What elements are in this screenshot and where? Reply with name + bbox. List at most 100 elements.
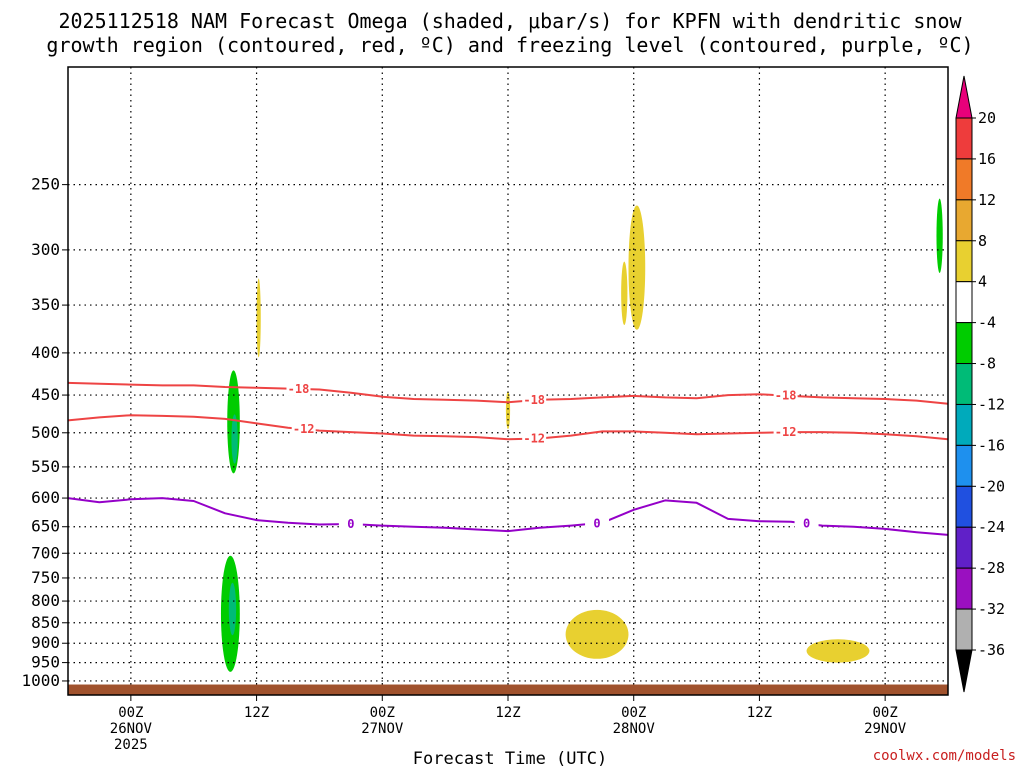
colorbar-swatch-5 [955,322,973,365]
x-tick-label-3-0: 12Z [495,705,520,721]
colorbar-swatch-4 [955,281,973,324]
omega-region-10 [806,639,870,663]
colorbar-label-0: 20 [978,109,996,127]
contour-label-bg [338,516,363,531]
x-tick-label-2-0: 00Z [370,705,395,721]
contour-label-2-2: 0 [803,517,810,531]
y-tick-label-0: 250 [31,175,60,194]
colorbar-swatch-12 [955,608,973,651]
contour-line-0 [67,381,949,405]
colorbar-label-13: -36 [978,641,1005,659]
contour-label-bg [291,422,316,437]
x-tick-label-4-0: 00Z [621,705,646,721]
omega-region-8 [505,391,511,430]
x-tick-label-4-1: 28NOV [613,721,656,737]
contour-label-bg [773,388,798,403]
colorbar-swatch-8 [955,444,973,487]
contour-label-bg [773,425,798,440]
contour-label-bg [286,381,311,396]
contour-layer: -18 -18 -18 -12 -12 -12 0 0 0 [67,381,949,536]
x-tick-label-6-1: 29NOV [864,721,907,737]
y-tick-label-8: 650 [31,517,60,536]
colorbar-swatch-7 [955,403,973,446]
colorbar-swatch-11 [955,567,973,610]
contour-label-0-2: -18 [775,389,797,403]
omega-region-5 [256,278,261,358]
colorbar-swatch-10 [955,526,973,569]
grid-lines [68,67,948,695]
x-tick-label-0-1: 26NOV [110,721,153,737]
x-tick-label-0-0: 00Z [118,705,143,721]
colorbar-label-11: -28 [978,559,1005,577]
colorbar-swatch-2 [955,199,973,242]
x-tick-label-5-0: 12Z [747,705,772,721]
contour-label-1-2: -12 [775,425,797,439]
omega-shading-layer [220,198,943,672]
colorbar-legend: 20 16 12 8 4 -4 -8 -12 -16 -20 -24 -28 -32 -36 [955,75,1005,693]
y-tick-label-13: 900 [31,633,60,652]
y-tick-label-9: 700 [31,543,60,562]
terrain-fill [68,684,948,695]
colorbar-label-2: 12 [978,191,996,209]
contour-label-bg [522,431,547,446]
contour-label-bg [794,516,819,531]
contour-2: 0 0 0 [67,497,949,536]
plot-area: -18 -18 -18 -12 -12 -12 0 0 0 [67,66,949,696]
x-tick-label-6-0: 00Z [872,705,897,721]
x-tick-label-2-1: 27NOV [361,721,404,737]
contour-label-1-0: -12 [293,422,315,436]
contour-1: -12 -12 -12 [67,414,949,446]
y-tick-label-7: 600 [31,488,60,507]
colorbar-top-arrow [955,75,973,119]
y-tick-label-11: 800 [31,591,60,610]
colorbar-label-8: -16 [978,436,1005,454]
y-tick-label-6: 550 [31,457,60,476]
chart-title-line-1: 2025112518 NAM Forecast Omega (shaded, μ… [58,9,962,33]
y-tick-label-4: 450 [31,385,60,404]
x-tick-label-1-0: 12Z [244,705,269,721]
y-tick-label-14: 950 [31,653,60,672]
x-axis-label: Forecast Time (UTC) [413,749,607,768]
contour-label-0-0: -18 [288,382,310,396]
contour-0: -18 -18 -18 [67,381,949,408]
omega-region-9 [565,609,629,659]
terrain-surface [68,684,948,695]
colorbar-label-1: 16 [978,150,996,168]
y-tick-label-1: 300 [31,240,60,259]
colorbar-label-6: -8 [978,355,996,373]
colorbar-swatch-0 [955,117,973,160]
y-tick-label-10: 750 [31,568,60,587]
contour-label-2-0: 0 [347,517,354,531]
colorbar-label-9: -20 [978,477,1005,495]
colorbar-swatch-1 [955,158,973,201]
contour-label-1-1: -12 [523,432,545,446]
omega-region-6 [621,261,628,325]
credit-text: coolwx.com/models [873,748,1016,764]
chart-title-line-2: growth region (contoured, red, ºC) and f… [46,33,973,57]
colorbar-label-10: -24 [978,518,1005,536]
colorbar-swatch-3 [955,240,973,283]
contour-line-1 [67,414,949,441]
colorbar-label-5: -4 [978,314,996,332]
omega-region-7 [628,205,646,330]
y-tick-label-15: 1000 [21,671,60,690]
omega-region-3 [228,582,237,636]
colorbar-bottom-arrow [955,649,973,693]
omega-region-2 [231,414,238,464]
colorbar-swatch-9 [955,485,973,528]
colorbar-swatch-6 [955,363,973,405]
colorbar-label-12: -32 [978,600,1005,618]
colorbar-label-4: 4 [978,273,987,291]
y-tick-label-12: 850 [31,613,60,632]
contour-label-2-1: 0 [593,516,600,530]
colorbar-label-7: -12 [978,395,1005,413]
contour-label-0-1: -18 [523,393,545,407]
contour-label-bg [585,516,610,531]
omega-region-4 [936,198,943,274]
y-tick-label-5: 500 [31,423,60,442]
y-axis-ticks: 2503003504004505005506006507007508008509… [21,175,68,690]
y-tick-label-2: 350 [31,295,60,314]
colorbar-label-3: 8 [978,232,987,250]
